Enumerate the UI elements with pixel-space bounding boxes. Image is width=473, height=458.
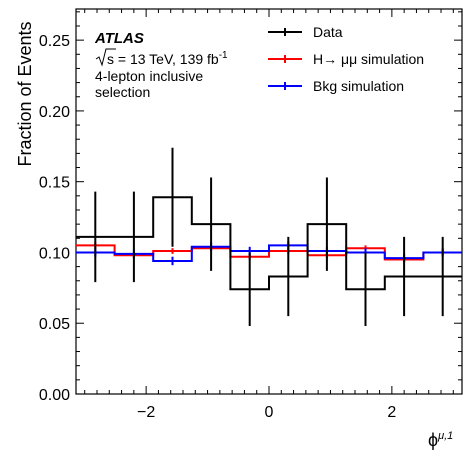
series-step-line xyxy=(76,244,462,262)
y-tick-label: 0.00 xyxy=(39,387,70,404)
legend-label: Data xyxy=(313,24,343,40)
y-tick-label: 0.20 xyxy=(39,104,70,121)
legend: Data H→ μμ simulation Bkg simulation xyxy=(268,24,424,94)
legend-item: Data xyxy=(268,24,343,40)
selection-line-1: 4-lepton inclusive xyxy=(95,68,203,84)
series-step-line xyxy=(76,196,462,291)
series-0 xyxy=(76,147,462,327)
experiment-label: ATLAS xyxy=(94,30,144,47)
y-tick-label: 0.05 xyxy=(39,316,70,333)
legend-item: H→ μμ simulation xyxy=(268,51,424,67)
y-axis-title: Fraction of Events xyxy=(15,21,35,166)
minor-ticks xyxy=(76,9,462,394)
legend-label: H→ μμ simulation xyxy=(313,51,424,67)
x-axis-title: ϕμ,1 xyxy=(428,430,453,450)
x-tick-label: −2 xyxy=(137,404,155,421)
legend-label: Bkg simulation xyxy=(313,78,404,94)
energy-lumi-label: s = 13 TeV, 139 fb-1 xyxy=(95,48,228,67)
y-tick-label: 0.15 xyxy=(39,175,70,192)
y-tick-label: 0.25 xyxy=(39,33,70,50)
selection-line-2: selection xyxy=(95,84,150,100)
series-layer xyxy=(76,147,462,327)
sqrt-icon xyxy=(95,48,116,67)
x-tick-label: 2 xyxy=(387,404,396,421)
legend-item: Bkg simulation xyxy=(268,78,404,94)
x-tick-label: 0 xyxy=(265,404,274,421)
y-tick-label: 0.10 xyxy=(39,245,70,262)
plot-frame xyxy=(75,8,463,395)
major-ticks: 0.00 0.05 0.10 0.15 0.20 0.25 −2 0 2 xyxy=(39,9,462,421)
energy-lumi-text: s = 13 TeV, 139 fb-1 xyxy=(107,50,228,67)
